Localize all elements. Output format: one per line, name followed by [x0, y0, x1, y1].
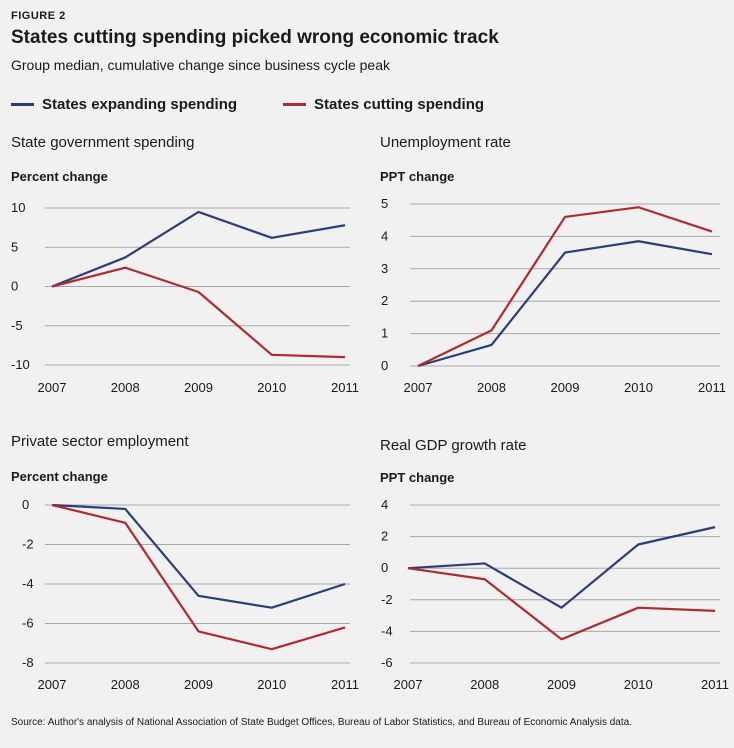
y-tick-label: 3 — [381, 261, 388, 276]
y-tick-label: -2 — [381, 592, 393, 607]
x-tick-label: 2008 — [111, 380, 140, 395]
x-tick-label: 2010 — [624, 677, 653, 692]
y-tick-label: 0 — [22, 497, 29, 512]
x-tick-label: 2009 — [184, 380, 213, 395]
y-tick-label: -6 — [381, 655, 393, 670]
y-tick-label: 10 — [11, 200, 25, 215]
x-tick-label: 2009 — [551, 380, 580, 395]
y-tick-label: 5 — [11, 239, 18, 254]
x-tick-label: 2010 — [257, 677, 286, 692]
series-line-expanding — [51, 503, 346, 609]
series-line-expanding — [407, 526, 716, 609]
y-tick-label: 4 — [381, 228, 388, 243]
legend-swatch-cutting — [283, 103, 307, 106]
chart-title: States cutting spending picked wrong eco… — [11, 27, 499, 48]
x-tick-label: 2007 — [38, 677, 67, 692]
series-line-cutting — [417, 206, 713, 367]
y-tick-label: 0 — [381, 560, 388, 575]
series-line-expanding — [417, 240, 713, 368]
y-tick-label: 4 — [381, 497, 388, 512]
panel-unit-unemployment: PPT change — [380, 169, 455, 184]
x-tick-label: 2011 — [701, 677, 729, 692]
x-tick-label: 2011 — [331, 677, 359, 692]
x-tick-label: 2007 — [404, 380, 433, 395]
series-line-cutting — [407, 567, 716, 641]
y-tick-label: -5 — [11, 318, 23, 333]
x-tick-label: 2008 — [111, 677, 140, 692]
y-tick-label: 0 — [11, 279, 18, 294]
y-tick-label: -4 — [22, 576, 34, 591]
chart-employment: 0 -2 -4 -6 -8 2007 2008 2009 2010 2011 — [22, 497, 359, 692]
panel-title-employment: Private sector employment — [11, 433, 189, 450]
legend-item-expanding: States expanding spending — [11, 96, 237, 113]
chart-subtitle: Group median, cumulative change since bu… — [11, 57, 390, 73]
x-tick-label: 2011 — [331, 380, 359, 395]
y-tick-label: -2 — [22, 537, 34, 552]
legend-label-cutting: States cutting spending — [314, 96, 485, 113]
x-tick-label: 2010 — [257, 380, 286, 395]
chart-spending: 10 5 0 -5 -10 2007 2008 2009 2010 2011 — [11, 200, 359, 395]
x-tick-label: 2011 — [698, 380, 726, 395]
source-note: Source: Author's analysis of National As… — [11, 717, 632, 728]
x-tick-label: 2009 — [547, 677, 576, 692]
panel-unit-spending: Percent change — [11, 169, 108, 184]
y-tick-label: -10 — [11, 357, 30, 372]
y-tick-label: 0 — [381, 358, 388, 373]
legend: States expanding spending States cutting… — [11, 96, 530, 113]
y-tick-label: -6 — [22, 616, 34, 631]
series-line-cutting — [51, 266, 346, 359]
x-tick-label: 2008 — [477, 380, 506, 395]
legend-swatch-expanding — [11, 103, 34, 106]
x-tick-label: 2007 — [38, 380, 67, 395]
figure-label: FIGURE 2 — [11, 10, 66, 22]
series-line-expanding — [51, 210, 346, 288]
y-tick-label: 2 — [381, 293, 388, 308]
legend-label-expanding: States expanding spending — [42, 96, 238, 113]
x-tick-label: 2009 — [184, 677, 213, 692]
legend-item-cutting: States cutting spending — [283, 96, 484, 113]
y-tick-label: 2 — [381, 529, 388, 544]
panel-unit-gdp: PPT change — [380, 470, 455, 485]
y-tick-label: -4 — [381, 623, 393, 638]
x-tick-label: 2010 — [624, 380, 653, 395]
chart-unemployment: 5 4 3 2 1 0 2007 2008 2009 2010 2011 — [381, 196, 726, 395]
x-tick-label: 2008 — [470, 677, 499, 692]
panel-title-gdp: Real GDP growth rate — [380, 437, 527, 454]
series-line-cutting — [51, 503, 346, 651]
y-tick-label: 1 — [381, 326, 388, 341]
panel-unit-employment: Percent change — [11, 469, 108, 484]
panel-title-spending: State government spending — [11, 134, 195, 151]
y-tick-label: 5 — [381, 196, 388, 211]
panel-title-unemployment: Unemployment rate — [380, 134, 511, 151]
y-tick-label: -8 — [22, 655, 34, 670]
x-tick-label: 2007 — [394, 677, 423, 692]
